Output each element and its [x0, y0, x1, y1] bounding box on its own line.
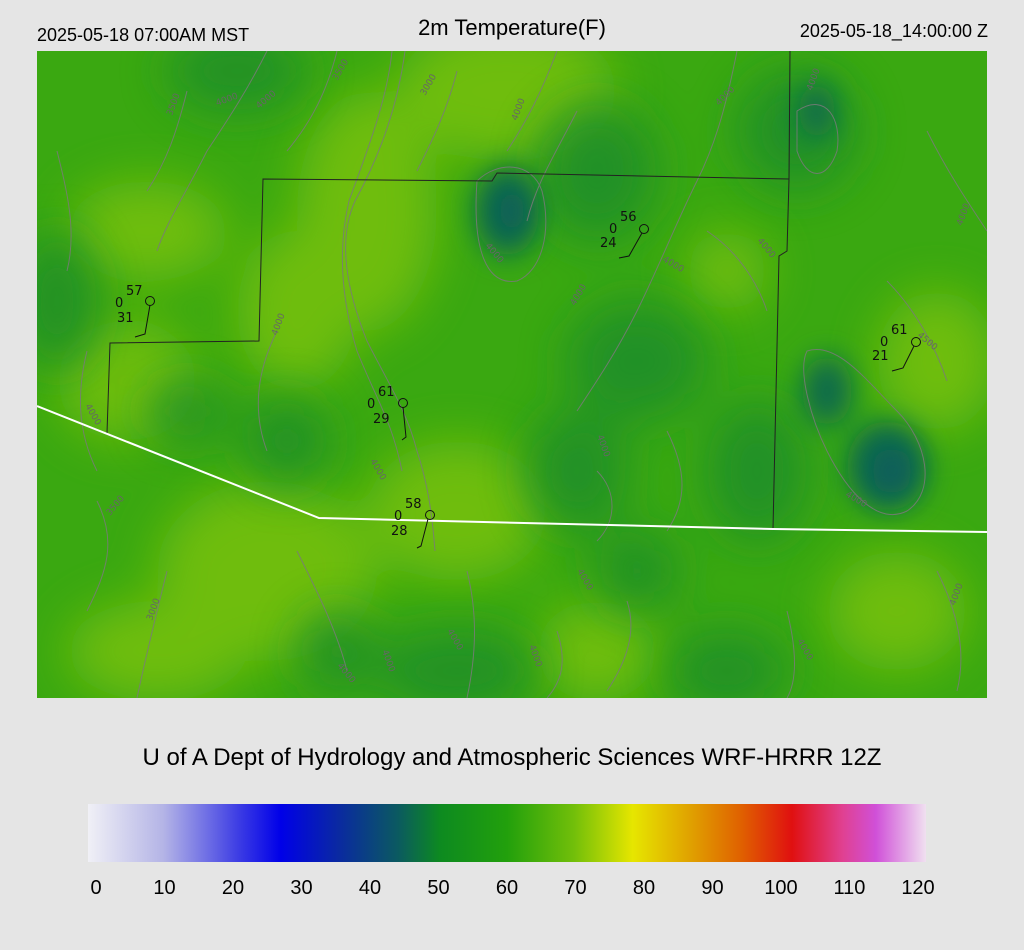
station-dewpoint: 29 — [373, 412, 390, 427]
coldest-core — [498, 189, 912, 495]
temperature-map: 3500 4000 4000 3500 3000 4000 4000 4000 … — [37, 51, 987, 698]
colorbar-tick-label: 20 — [221, 877, 245, 899]
station-plot: 61 0 29 — [367, 385, 408, 441]
station-plot: 56 0 24 — [600, 210, 649, 259]
model-credit: U of A Dept of Hydrology and Atmospheric… — [142, 744, 882, 771]
station-temp: 57 — [126, 284, 143, 299]
warm-regions — [57, 51, 987, 698]
station-dewpoint: 24 — [600, 236, 617, 251]
colorbar-tick-label: 80 — [632, 877, 656, 899]
temperature-colorbar — [88, 804, 926, 862]
station-plot: 61 0 21 — [872, 323, 921, 372]
station-precip: 0 — [880, 335, 888, 350]
colorbar-tick-label: 0 — [90, 877, 102, 899]
station-dewpoint: 28 — [391, 524, 408, 539]
local-time-label: 2025-05-18 07:00AM MST — [37, 25, 250, 45]
map-title: 2m Temperature(F) — [418, 15, 606, 40]
colorbar-tick-label: 70 — [564, 877, 587, 899]
station-temp: 61 — [891, 323, 908, 338]
colorbar-tick-label: 60 — [495, 877, 519, 899]
colorbar-tick-label: 50 — [427, 877, 450, 899]
station-plot: 58 0 28 — [391, 497, 435, 549]
station-temp: 61 — [378, 385, 395, 400]
station-precip: 0 — [367, 397, 375, 412]
station-temp: 58 — [405, 497, 422, 512]
colorbar-tick-label: 30 — [290, 877, 313, 899]
station-dewpoint: 21 — [872, 349, 889, 364]
station-plot: 57 0 31 — [115, 284, 155, 338]
state-border — [37, 405, 987, 533]
utc-time-label: 2025-05-18_14:00:00 Z — [799, 21, 988, 41]
station-precip: 0 — [394, 509, 402, 524]
colorbar-tick-label: 100 — [764, 877, 798, 899]
colorbar-tick-label: 120 — [901, 877, 935, 899]
cool-regions — [37, 51, 857, 698]
county-boundaries — [106, 51, 791, 530]
colorbar-tick-label: 90 — [701, 877, 724, 899]
elevation-contours — [56, 51, 987, 698]
station-temp: 56 — [620, 210, 637, 225]
colorbar-tick-label: 40 — [358, 877, 382, 899]
colorbar-tick-label: 110 — [833, 877, 866, 899]
colorbar-tick-label: 10 — [153, 877, 176, 899]
station-precip: 0 — [609, 222, 617, 237]
station-precip: 0 — [115, 296, 123, 311]
station-dewpoint: 31 — [117, 311, 134, 326]
